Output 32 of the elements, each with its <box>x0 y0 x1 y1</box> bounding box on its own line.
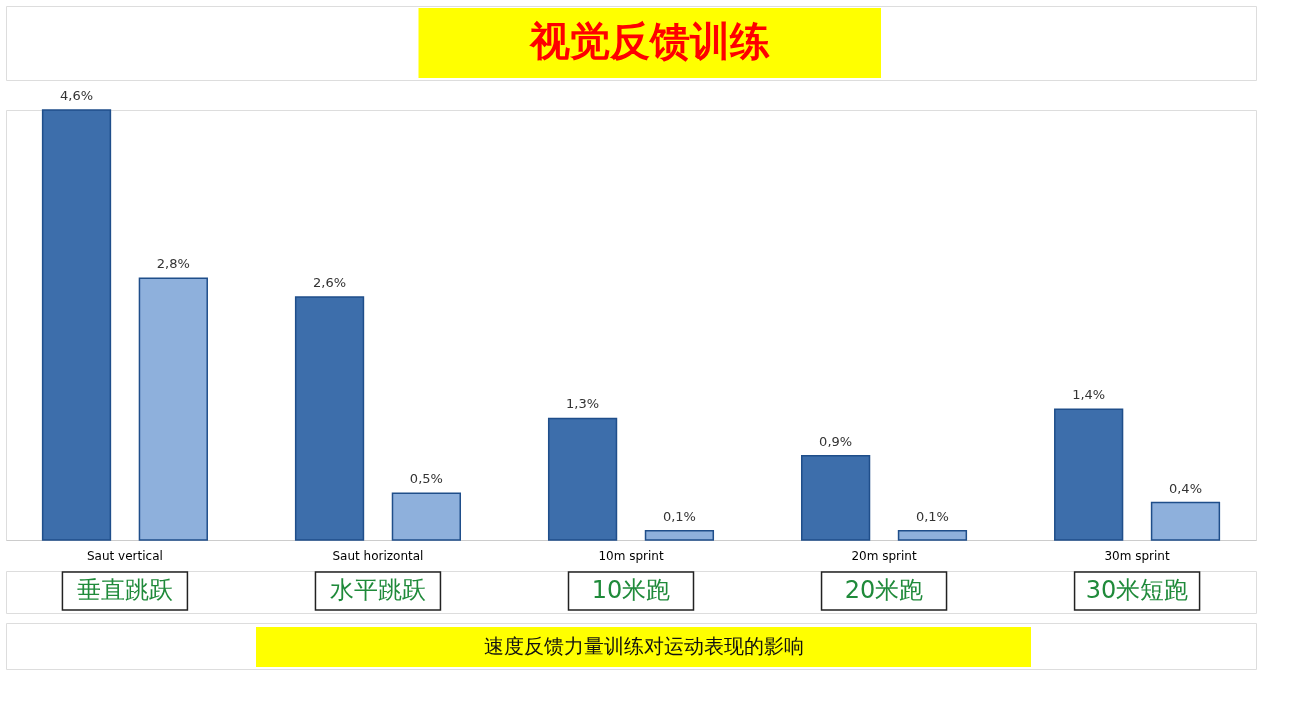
data-label: 1,3% <box>566 396 600 412</box>
bar <box>800 455 871 541</box>
bar <box>644 529 715 541</box>
data-label: 0,1% <box>662 508 696 524</box>
data-label: 1,4% <box>1072 387 1106 403</box>
bar <box>294 296 365 541</box>
text: 水平跳跃 <box>329 576 426 604</box>
bar <box>897 529 968 541</box>
text: 速度反馈力量训练对运动表现的影响 <box>483 634 804 658</box>
data-label: 0,5% <box>409 471 443 487</box>
bar <box>1054 408 1124 541</box>
text: 30米短跑 <box>1085 576 1189 604</box>
data-label: 0,9% <box>819 433 853 449</box>
data-label: 2,6% <box>313 274 347 290</box>
x-tick-label: 20m sprint <box>851 548 917 563</box>
text: 垂直跳跃 <box>76 576 173 604</box>
text: 20米跑 <box>844 576 924 604</box>
data-label: 0,4% <box>1168 480 1202 496</box>
bar <box>41 109 112 541</box>
bar <box>138 277 208 541</box>
x-tick-label: 30m sprint <box>1104 548 1170 563</box>
bar <box>1150 501 1221 541</box>
text: 10米跑 <box>591 576 671 604</box>
data-label: 4,6% <box>60 88 94 103</box>
data-label: 0,1% <box>915 508 949 524</box>
x-tick-label: 10m sprint <box>598 548 664 563</box>
bar <box>391 492 462 541</box>
x-tick-label: Saut vertical <box>87 548 163 563</box>
bar <box>547 417 618 541</box>
x-tick-label: Saut horizontal <box>332 548 424 563</box>
data-label: 2,8% <box>156 256 190 272</box>
chart-title: 视觉反馈训练 <box>528 18 770 64</box>
